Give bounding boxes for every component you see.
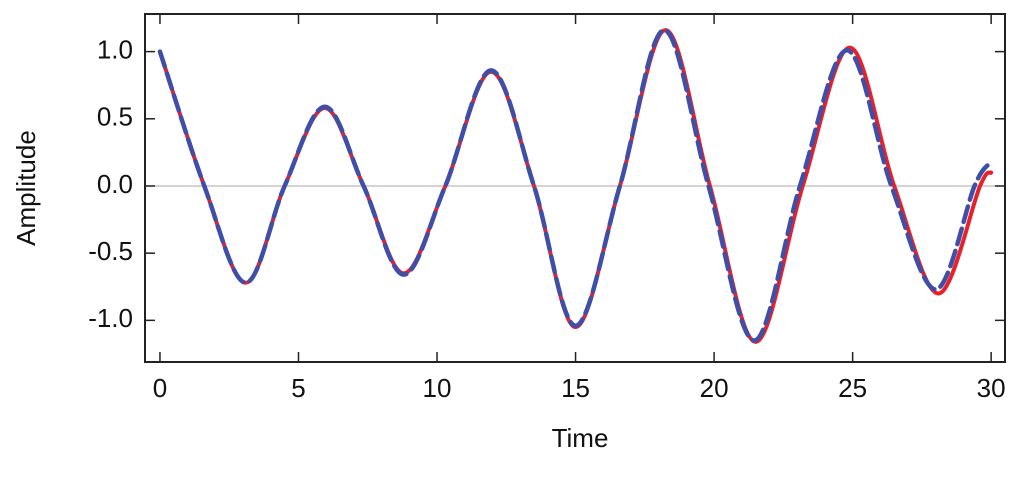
y-tick-label: 1.0: [97, 34, 133, 64]
y-tick-label: 0.0: [97, 169, 133, 199]
line-series: [157, 27, 993, 343]
x-tick-label: 10: [423, 373, 452, 403]
y-tick-label: -1.0: [88, 303, 133, 333]
x-tick-label: 15: [561, 373, 590, 403]
plot-frame: [144, 13, 1006, 363]
y-tick-label: -0.5: [88, 236, 133, 266]
y-tick-label: 0.5: [97, 102, 133, 132]
x-tick-label: 20: [700, 373, 729, 403]
x-tick-label: 30: [977, 373, 1006, 403]
x-tick-label: 5: [291, 373, 305, 403]
x-axis-label: Time: [552, 423, 609, 453]
x-tick-label: 25: [838, 373, 867, 403]
y-axis-label: Amplitude: [11, 130, 41, 246]
plot-background: [145, 14, 1005, 362]
x-tick-label: 0: [153, 373, 167, 403]
